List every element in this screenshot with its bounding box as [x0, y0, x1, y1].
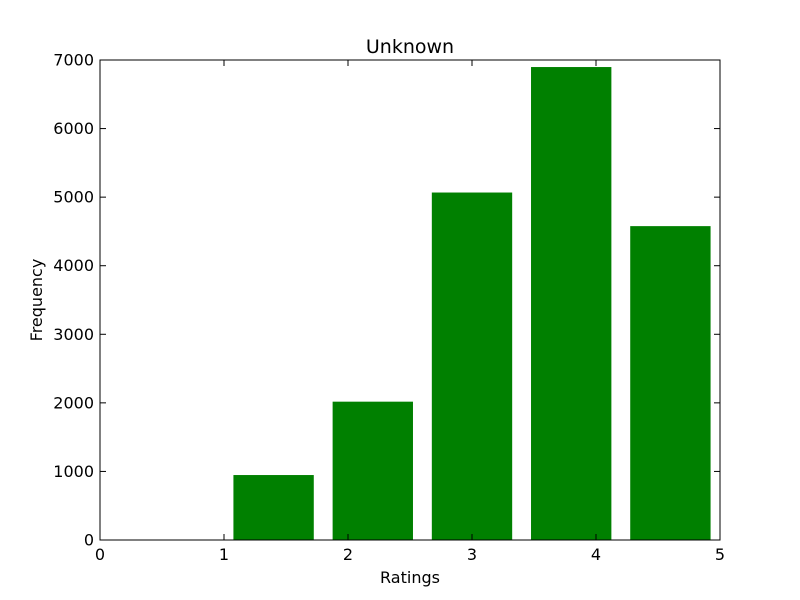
x-tick-label: 0: [95, 545, 105, 564]
bar-3: [431, 192, 513, 541]
bars-layer: [233, 67, 711, 541]
bar-2: [332, 401, 413, 541]
y-tick-label: 5000: [53, 188, 94, 207]
x-axis: 0 1 2 3 4 5: [95, 60, 725, 564]
x-tick-label: 3: [467, 545, 477, 564]
bar-4: [531, 67, 612, 541]
y-tick-label: 1000: [53, 462, 94, 481]
y-tick-label: 6000: [53, 119, 94, 138]
bar-1: [233, 475, 314, 541]
y-axis-title: Frequency: [27, 259, 46, 342]
y-tick-label: 2000: [53, 393, 94, 412]
y-axis: 0 1000 2000 3000 4000 5000 6000 7000: [53, 51, 720, 550]
y-tick-label: 0: [84, 531, 94, 550]
x-tick-label: 5: [715, 545, 725, 564]
y-tick-label: 7000: [53, 51, 94, 70]
y-tick-label: 4000: [53, 256, 94, 275]
x-tick-label: 4: [591, 545, 601, 564]
bar-5: [630, 226, 711, 541]
y-tick-label: 3000: [53, 325, 94, 344]
chart-title: Unknown: [366, 36, 454, 58]
x-tick-label: 1: [219, 545, 229, 564]
plot-frame: [99, 59, 721, 541]
x-tick-label: 2: [343, 545, 353, 564]
x-axis-title: Ratings: [380, 568, 440, 587]
